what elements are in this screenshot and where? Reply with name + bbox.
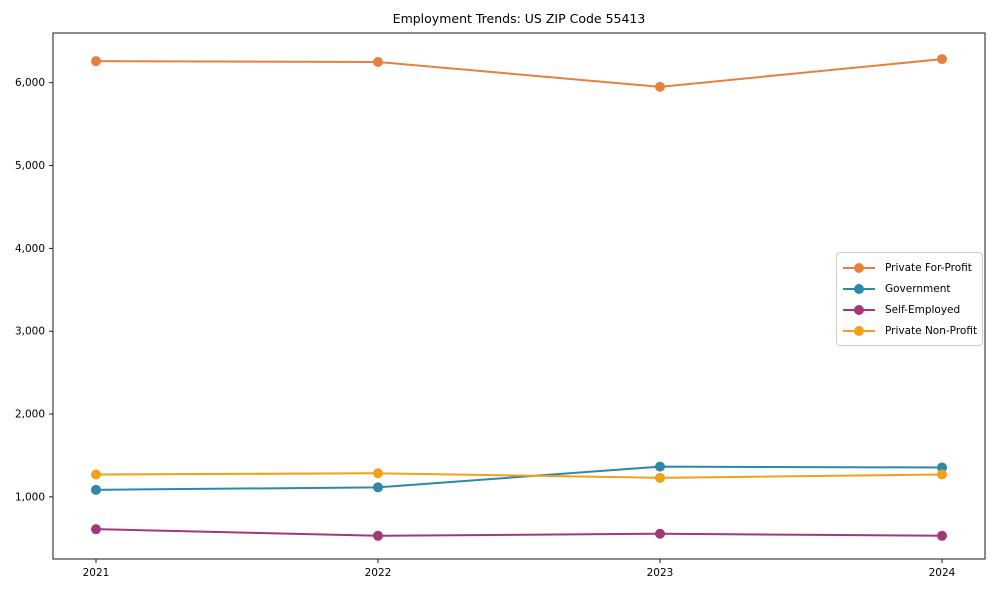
data-point-marker: [937, 462, 947, 473]
legend-marker-icon: [843, 263, 875, 274]
series-line-self-employed: [95, 528, 943, 537]
legend: Private For-Profit Government Self-Employe…: [836, 252, 983, 346]
plot-frame: [52, 32, 986, 560]
legend-label: Self-Employed: [885, 303, 961, 316]
series-private-for-profit: [91, 54, 947, 92]
y-tick-label: 3,000: [15, 326, 45, 338]
y-tick-label: 1,000: [15, 491, 45, 503]
legend-item: Self-Employed: [842, 300, 976, 321]
legend-label: Government: [885, 283, 951, 296]
x-tick-label: 2022: [365, 567, 392, 579]
y-tick-label: 5,000: [15, 160, 45, 172]
x-tick-label: 2023: [647, 567, 674, 579]
y-tick-label: 2,000: [15, 409, 45, 421]
data-point-marker: [91, 484, 101, 495]
legend-item: Government: [842, 279, 976, 300]
data-point-marker: [373, 56, 383, 67]
data-point-marker: [937, 469, 947, 480]
data-point-marker: [655, 81, 665, 92]
data-point-marker: [91, 524, 101, 535]
legend-item: Private Non-Profit: [842, 320, 978, 341]
data-point-marker: [655, 461, 665, 472]
series-self-employed: [91, 524, 947, 541]
x-tick-label: 2024: [929, 567, 956, 579]
data-point-marker: [937, 54, 947, 65]
series-government: [91, 461, 947, 495]
series-private-non-profit: [91, 468, 947, 483]
legend-marker-icon: [843, 304, 875, 315]
data-point-marker: [91, 469, 101, 480]
data-point-marker: [91, 56, 101, 67]
series-line-private-for-profit: [95, 58, 943, 88]
legend-marker-icon: [843, 325, 875, 336]
series-line-government: [95, 465, 943, 491]
y-tick-label: 4,000: [15, 243, 45, 255]
data-point-marker: [373, 482, 383, 493]
series-line-private-non-profit: [95, 472, 943, 479]
data-point-marker: [373, 468, 383, 479]
legend-label: Private Non-Profit: [885, 324, 978, 337]
legend-label: Private For-Profit: [885, 262, 972, 275]
legend-item: Private For-Profit: [842, 258, 976, 279]
chart-title: Employment Trends: US ZIP Code 55413: [392, 11, 646, 26]
data-point-marker: [373, 530, 383, 541]
y-tick-label: 6,000: [15, 77, 45, 89]
x-tick-label: 2021: [83, 567, 110, 579]
data-point-marker: [655, 472, 665, 483]
data-point-marker: [655, 528, 665, 539]
data-point-marker: [937, 530, 947, 541]
legend-marker-icon: [843, 284, 875, 295]
